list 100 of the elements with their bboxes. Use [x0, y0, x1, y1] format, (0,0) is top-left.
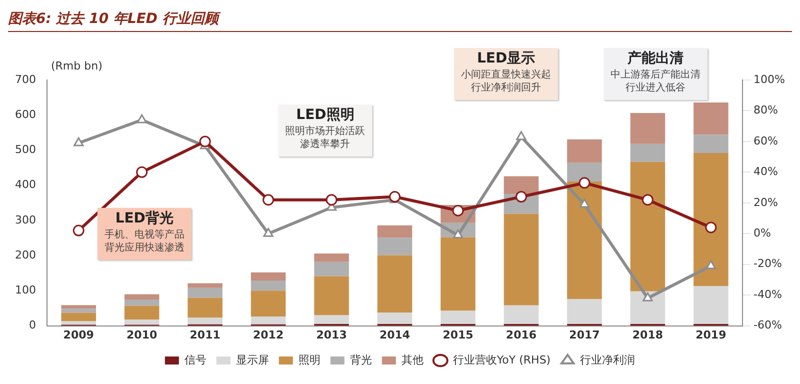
- annotation: 手机、电视等产品: [104, 228, 184, 240]
- y2-tick-label: -60%: [754, 318, 782, 332]
- point: [262, 194, 274, 206]
- legend-label: 显示屏: [236, 353, 269, 366]
- y2-tick-label: 40%: [754, 165, 778, 178]
- y2-tick-label: -20%: [754, 257, 782, 270]
- bar: [694, 102, 728, 135]
- point: [199, 136, 211, 148]
- point: [326, 194, 338, 206]
- annotation: 背光应用快速渗透: [104, 241, 184, 254]
- y2-tick-label: 80%: [754, 104, 778, 117]
- bar: [630, 162, 666, 292]
- annotation: 小间距直显快速兴起: [461, 68, 552, 81]
- x-tick-label: 2011: [190, 328, 220, 342]
- bar: [377, 238, 412, 256]
- point: [642, 194, 654, 206]
- text: 产能出清: [626, 50, 684, 67]
- point: [74, 137, 84, 146]
- bar: [124, 299, 160, 306]
- bar: [567, 139, 602, 163]
- y-tick-label: 700: [14, 72, 36, 86]
- legend-label: 其他: [401, 353, 424, 366]
- annotation: 行业进入低谷: [626, 82, 686, 94]
- bar: [61, 308, 96, 313]
- chart-title: 图表6: 过去 10 年LED 行业回顾: [8, 8, 792, 32]
- bar: [250, 290, 286, 317]
- point: [516, 131, 526, 140]
- bar: [188, 318, 222, 324]
- point: [706, 260, 716, 270]
- bar: [124, 294, 160, 300]
- annotation: LED背光: [115, 210, 174, 226]
- annotation: 行业净利润回升: [471, 82, 542, 94]
- bar: [377, 312, 412, 324]
- x-tick-label: 2012: [252, 328, 284, 342]
- bar: [61, 321, 96, 325]
- bar: [694, 286, 728, 324]
- y2-tick-label: -40%: [754, 288, 782, 301]
- annotation: 中上游落后产能出清: [610, 68, 701, 81]
- point: [263, 228, 274, 237]
- bar: [188, 283, 222, 288]
- bar: [630, 291, 666, 324]
- y-tick-label: 300: [14, 213, 36, 226]
- y2-tick-label: 20%: [754, 196, 778, 209]
- y-axis-title: (Rmb bn): [50, 59, 102, 72]
- bar: [694, 134, 728, 154]
- point: [578, 177, 590, 189]
- bar: [250, 316, 286, 324]
- bar: [504, 176, 539, 194]
- bar: [124, 306, 160, 320]
- y-tick-label: 200: [14, 248, 36, 262]
- legend-label: 背光: [350, 353, 372, 366]
- bar: [250, 280, 286, 291]
- bar: [567, 162, 602, 182]
- x-tick-label: 2017: [569, 328, 600, 342]
- bar: [314, 276, 349, 316]
- x-tick-label: 2010: [126, 328, 158, 342]
- bar: [61, 305, 96, 309]
- y-tick-label: 400: [14, 178, 36, 192]
- bar: [377, 225, 412, 238]
- bar: [504, 305, 539, 324]
- bar: [314, 262, 349, 276]
- bar: [124, 319, 160, 325]
- y-tick-label: 500: [14, 143, 36, 156]
- point: [705, 222, 717, 234]
- annotation: 渗透率攀升: [300, 138, 350, 150]
- bar: [440, 310, 476, 324]
- bar: [314, 253, 349, 262]
- bar: [504, 214, 539, 306]
- bar: [377, 255, 412, 312]
- legend-label: 行业净利润: [580, 353, 636, 366]
- bar: [630, 113, 666, 144]
- y-tick-label: 600: [14, 108, 36, 121]
- point: [579, 198, 590, 208]
- point: [515, 191, 527, 203]
- y-tick-label: 100: [14, 284, 36, 297]
- legend-label: 照明: [298, 353, 320, 366]
- bar: [314, 315, 349, 324]
- y-tick-label: 0: [28, 318, 36, 332]
- x-tick-label: 2019: [696, 328, 726, 342]
- bar: [440, 237, 476, 311]
- x-tick-label: 2018: [632, 328, 664, 342]
- x-tick-label: 2009: [63, 328, 94, 342]
- point: [136, 166, 148, 178]
- annotation: 照明市场开始活跃: [285, 125, 366, 138]
- x-tick-label: 2016: [506, 328, 537, 342]
- point: [642, 292, 653, 302]
- point: [72, 224, 84, 236]
- y2-tick-label: 0%: [754, 226, 772, 240]
- bar: [567, 299, 602, 324]
- bar: [188, 298, 222, 318]
- legend-label: 行业营收YoY (RHS): [452, 353, 551, 366]
- annotation: LED照明: [296, 107, 354, 124]
- legend-label: 信号: [184, 353, 206, 366]
- y2-tick-label: 100%: [754, 72, 786, 86]
- bar: [567, 181, 602, 300]
- x-tick-label: 2013: [316, 328, 347, 342]
- bar: [61, 312, 96, 322]
- text: LED显示: [477, 50, 536, 67]
- bar: [250, 272, 286, 281]
- bar: [188, 288, 222, 298]
